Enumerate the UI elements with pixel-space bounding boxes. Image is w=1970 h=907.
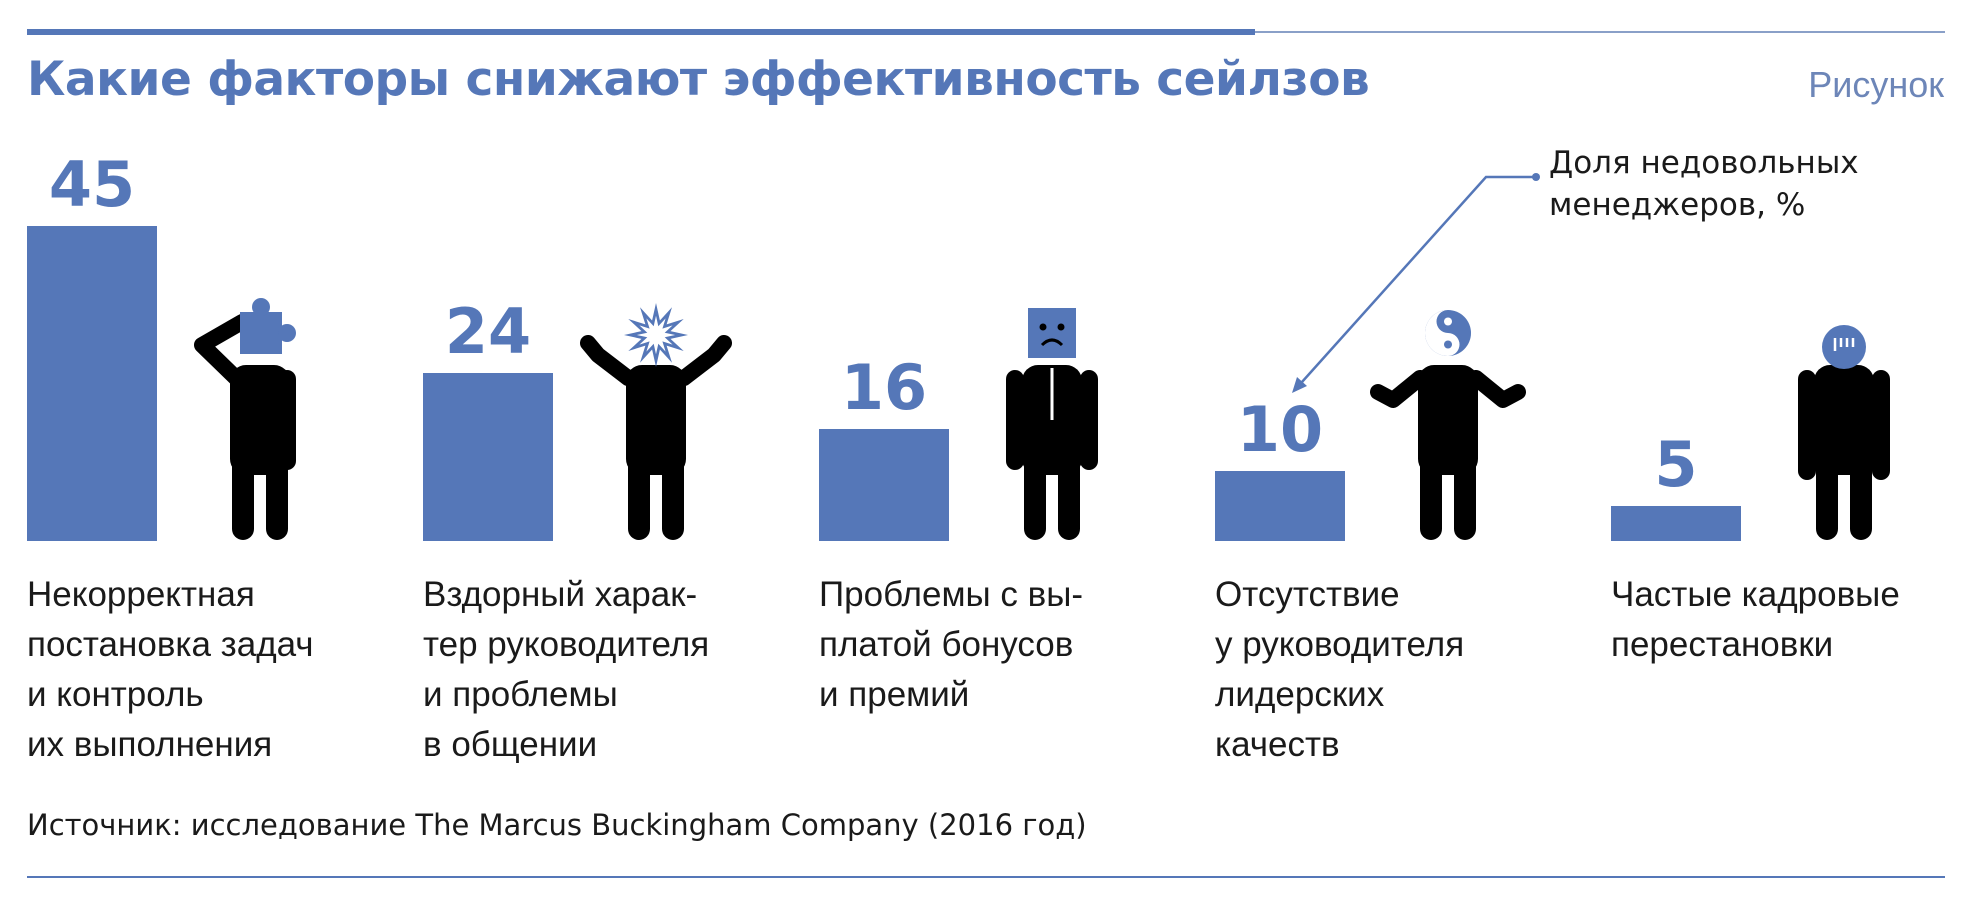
puzzle-head-figure-icon <box>194 298 296 540</box>
leader-arrowhead <box>1292 377 1307 393</box>
category-label: Некорректная постановка задач и контроль… <box>27 575 314 764</box>
bar <box>27 226 157 541</box>
bar <box>423 373 553 541</box>
bar <box>1611 506 1741 541</box>
category-label: Отсутствие у руководителя лидерских каче… <box>1215 575 1465 764</box>
leader-dot <box>1532 173 1540 181</box>
bar <box>1215 471 1345 541</box>
legend-leader <box>1292 173 1540 393</box>
legend-note: Доля недовольных менеджеров, % <box>1549 145 1859 223</box>
chart-title: Какие факторы снижают эффективность сейл… <box>27 52 1370 107</box>
bar-value-label: 24 <box>445 295 531 368</box>
leader-line <box>1301 175 1536 383</box>
top-rule-thin <box>1255 31 1945 33</box>
category-label: Частые кадровые перестановки <box>1611 575 1900 664</box>
category-label: Вздорный харак- тер руководителя и пробл… <box>423 575 710 764</box>
bar <box>819 429 949 541</box>
figures-group <box>194 298 1890 540</box>
sad-box-head-figure-icon <box>1006 308 1098 540</box>
yin-yang-head-figure-icon <box>1370 310 1526 540</box>
bar-value-label: 10 <box>1237 393 1323 466</box>
bar-value-label: 5 <box>1654 428 1697 501</box>
bar-value-label: 16 <box>841 351 927 424</box>
bottom-rule <box>27 876 1945 878</box>
figure-label: Рисунок <box>1808 64 1944 105</box>
bars-group: 45 24 16 10 5 <box>27 148 1741 541</box>
bars-head-figure-icon <box>1798 325 1890 540</box>
exploding-head-figure-icon <box>580 303 732 540</box>
category-label: Проблемы с вы- платой бонусов и премий <box>819 575 1084 714</box>
source-note: Источник: исследование The Marcus Buckin… <box>27 808 1087 842</box>
bar-value-label: 45 <box>49 148 135 221</box>
top-rule <box>27 29 1255 35</box>
